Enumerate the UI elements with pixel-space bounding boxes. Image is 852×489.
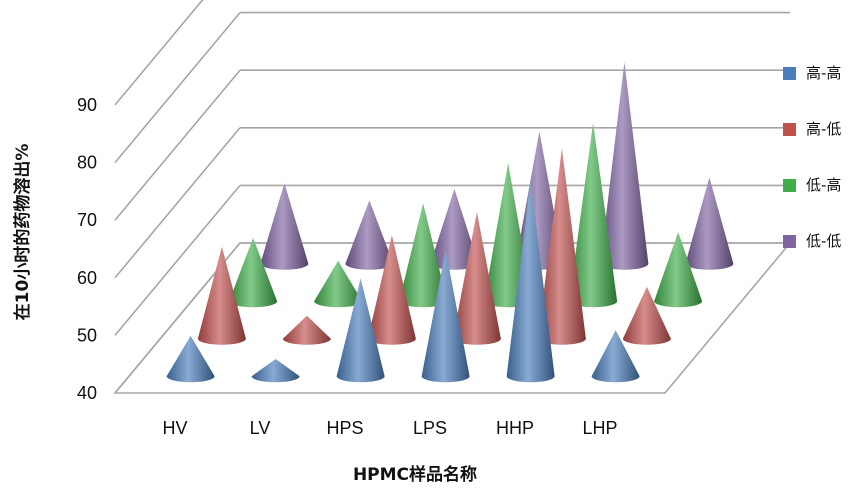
x-tick-lps: LPS [413,418,447,438]
cone-lhp-series-1 [591,330,640,383]
cone-hps-series-4 [430,188,479,270]
y-axis-ticks: 40 50 60 70 80 90 [77,95,97,403]
legend: 高-高高-低低-高低-低 [783,64,841,250]
cone-hps-series-2 [367,235,416,345]
y-tick-90: 90 [77,95,97,115]
x-tick-lv: LV [250,418,271,438]
cone-hv-series-3 [229,237,278,308]
cone-hps-series-1 [336,278,385,383]
legend-swatch-2 [783,123,796,136]
legend-label-4: 低-低 [806,232,841,250]
y-tick-60: 60 [77,268,97,288]
cone-lps-series-2 [452,212,501,345]
y-tick-70: 70 [77,210,97,230]
cone-hhp-series-3 [569,122,618,308]
legend-label-2: 高-低 [806,120,841,138]
cone-lv-series-4 [345,200,394,270]
cone-lhp-series-2 [622,286,671,345]
cone-lhp-series-3 [654,232,703,308]
cone-lv-series-1 [251,358,300,383]
legend-swatch-3 [783,179,796,192]
cone-hv-series-1 [166,335,215,383]
y-tick-80: 80 [77,153,97,173]
x-tick-hv: HV [162,418,187,438]
x-axis-categories: HV LV HPS LPS HHP LHP [162,418,617,438]
y-tick-40: 40 [77,383,97,403]
legend-swatch-1 [783,67,796,80]
legend-label-3: 低-高 [806,176,841,194]
x-tick-hhp: HHP [496,418,534,438]
cone-marks [166,62,734,383]
cone-hhp-series-2 [537,148,586,345]
cone-hhp-series-1 [506,180,555,383]
cone-hv-series-4 [260,183,309,270]
cone-lps-series-1 [421,249,470,383]
y-axis-title: 在10小时的药物溶出% [12,144,33,321]
legend-label-1: 高-高 [806,64,841,82]
legend-swatch-4 [783,235,796,248]
cone-lhp-series-4 [685,177,734,270]
y-tick-50: 50 [77,325,97,345]
cone-lv-series-2 [282,315,331,345]
x-tick-lhp: LHP [582,418,617,438]
cone-hps-series-3 [399,203,448,308]
x-tick-hps: HPS [326,418,363,438]
cone-hv-series-2 [197,246,246,345]
cone-hhp-series-4 [600,62,649,270]
x-axis-title: HPMC样品名称 [353,464,477,485]
cone-lv-series-3 [314,260,363,308]
